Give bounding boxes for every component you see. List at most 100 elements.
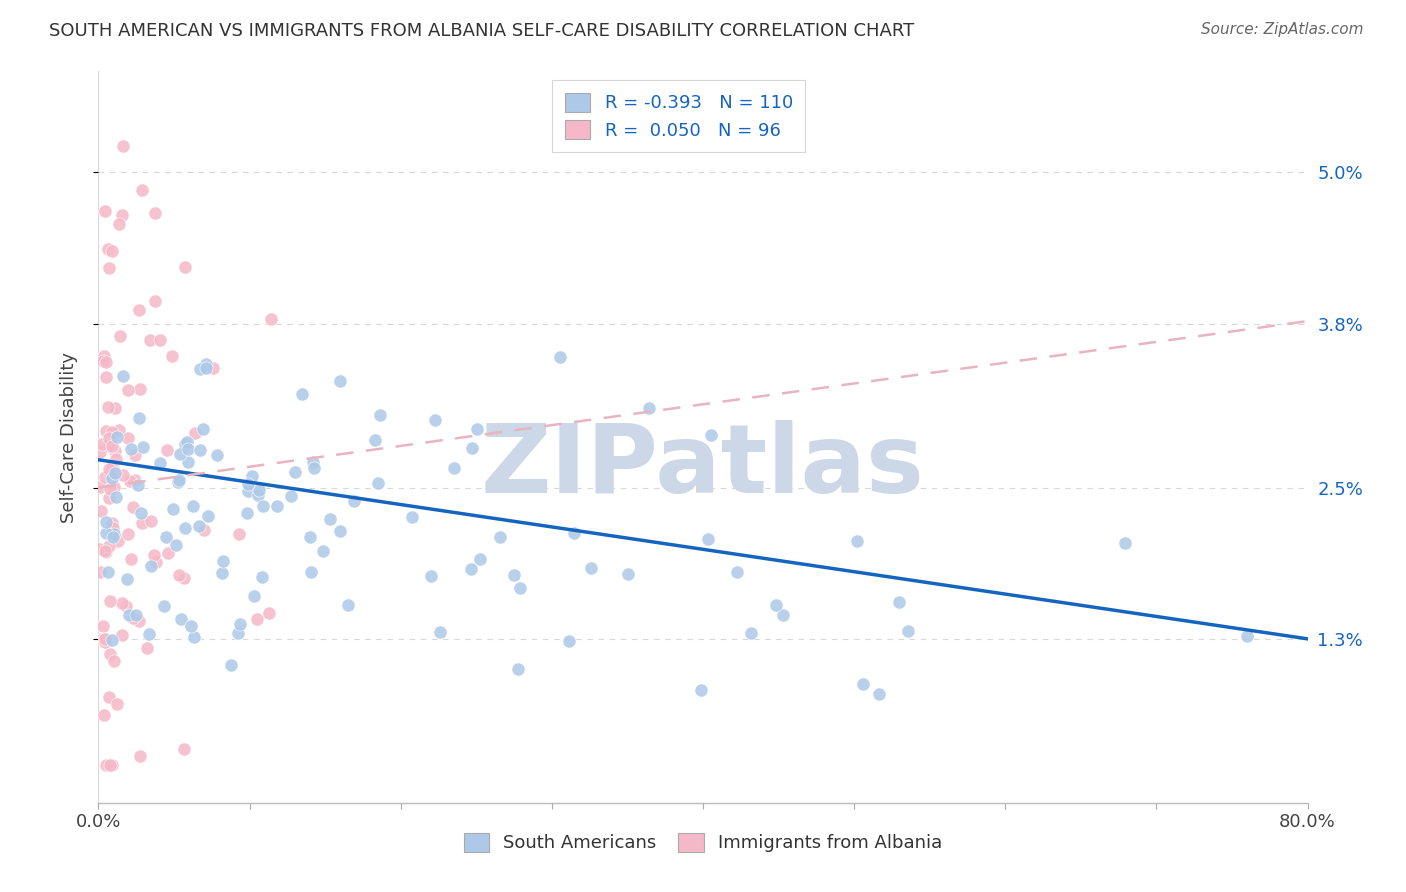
Point xyxy=(772,608,794,623)
Point xyxy=(195,361,218,376)
Point xyxy=(117,383,139,397)
Point xyxy=(111,596,134,610)
Point xyxy=(120,442,142,456)
Point xyxy=(173,742,195,756)
Point xyxy=(508,662,530,676)
Point xyxy=(700,428,723,442)
Point xyxy=(131,516,153,530)
Point xyxy=(167,475,190,489)
Point xyxy=(461,441,484,455)
Point xyxy=(132,440,155,454)
Point xyxy=(94,758,117,772)
Point xyxy=(169,473,191,487)
Point xyxy=(138,627,160,641)
Point xyxy=(581,561,603,575)
Point xyxy=(145,293,167,308)
Point xyxy=(443,460,465,475)
Point xyxy=(252,499,274,513)
Point xyxy=(194,357,217,371)
Point xyxy=(740,625,762,640)
Point xyxy=(90,504,112,518)
Point xyxy=(97,565,120,579)
Point xyxy=(558,633,581,648)
Point xyxy=(107,534,129,549)
Point xyxy=(89,444,111,458)
Point xyxy=(211,566,233,580)
Point xyxy=(246,488,269,502)
Point xyxy=(101,244,124,258)
Point xyxy=(89,541,111,556)
Point xyxy=(129,748,152,763)
Point xyxy=(139,558,162,573)
Point xyxy=(117,527,139,541)
Point xyxy=(247,483,270,498)
Point xyxy=(765,599,787,613)
Point xyxy=(97,491,120,506)
Point xyxy=(112,368,135,383)
Point xyxy=(236,483,259,498)
Point xyxy=(108,329,131,343)
Point xyxy=(129,382,152,396)
Point xyxy=(188,361,211,376)
Point xyxy=(128,303,150,318)
Point xyxy=(153,599,176,614)
Point xyxy=(174,260,197,274)
Point xyxy=(103,480,125,494)
Point xyxy=(509,581,531,595)
Point xyxy=(299,565,322,579)
Point xyxy=(193,523,215,537)
Point xyxy=(105,698,128,712)
Point xyxy=(93,635,115,649)
Point xyxy=(93,349,115,363)
Point xyxy=(101,471,124,485)
Point xyxy=(101,439,124,453)
Point xyxy=(468,552,491,566)
Point xyxy=(562,526,585,541)
Point xyxy=(157,546,180,560)
Point xyxy=(98,758,121,772)
Point xyxy=(94,424,117,438)
Point xyxy=(617,566,640,581)
Point xyxy=(139,333,162,347)
Point xyxy=(125,608,148,623)
Point xyxy=(284,465,307,479)
Point xyxy=(105,430,128,444)
Point xyxy=(104,443,127,458)
Point xyxy=(97,431,120,445)
Point xyxy=(180,618,202,632)
Point xyxy=(98,482,121,496)
Point xyxy=(852,676,875,690)
Point xyxy=(96,369,118,384)
Point xyxy=(690,682,713,697)
Point xyxy=(257,606,280,620)
Point xyxy=(228,616,250,631)
Point xyxy=(122,611,145,625)
Point xyxy=(1114,535,1136,549)
Point xyxy=(94,469,117,483)
Point xyxy=(98,594,121,608)
Point xyxy=(312,544,335,558)
Point xyxy=(124,448,146,462)
Point xyxy=(319,511,342,525)
Point xyxy=(173,571,195,585)
Point xyxy=(290,387,312,401)
Point xyxy=(302,455,325,469)
Point xyxy=(329,374,352,388)
Point xyxy=(94,355,117,369)
Point xyxy=(104,466,127,480)
Point xyxy=(94,543,117,558)
Point xyxy=(226,625,249,640)
Point xyxy=(250,569,273,583)
Point xyxy=(101,460,124,475)
Point xyxy=(120,474,142,488)
Point xyxy=(197,509,219,524)
Point xyxy=(145,555,167,569)
Point xyxy=(108,217,131,231)
Point xyxy=(725,566,748,580)
Point xyxy=(488,530,510,544)
Point xyxy=(174,520,197,534)
Point xyxy=(91,618,114,632)
Point xyxy=(100,516,122,530)
Point xyxy=(280,489,302,503)
Point xyxy=(93,707,115,722)
